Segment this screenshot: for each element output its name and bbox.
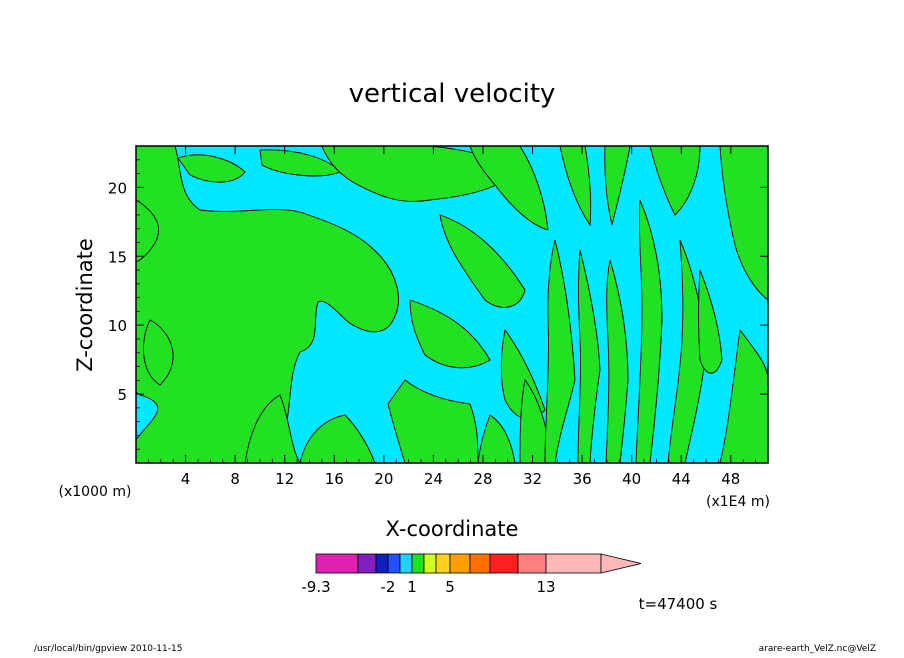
positive-region — [439, 214, 526, 308]
colorbar-tick-label: -2 — [381, 578, 396, 596]
positive-region — [719, 146, 768, 301]
positive-region — [698, 269, 723, 374]
x-tick-label: 44 — [672, 470, 691, 488]
colorbar-segment — [435, 553, 451, 574]
x-tick-label: 48 — [721, 470, 740, 488]
positive-region — [477, 414, 516, 463]
x-tick-label: 36 — [573, 470, 592, 488]
positive-region — [604, 146, 631, 226]
colorbar-tick-label: 5 — [445, 578, 455, 596]
positive-region — [649, 146, 701, 216]
colorbar: -9.3 -2 1 5 13 — [301, 553, 642, 596]
positive-region — [136, 199, 159, 263]
colorbar-tick-label: -9.3 — [301, 578, 330, 596]
positive-region — [559, 146, 592, 227]
colorbar-segment — [315, 553, 359, 574]
colorbar-segment — [517, 553, 547, 574]
x-tick-label: 4 — [181, 470, 191, 488]
x-unit-label: (x1E4 m) — [706, 494, 770, 510]
colorbar-segment — [489, 553, 519, 574]
colorbar-segment — [449, 553, 471, 574]
x-tick-label: 32 — [523, 470, 542, 488]
x-tick-label: 40 — [622, 470, 641, 488]
colorbar-segment — [469, 553, 491, 574]
footer-left: /usr/local/bin/gpview 2010-11-15 — [34, 644, 182, 654]
colorbar-arrow — [600, 553, 642, 574]
x-tick-label: 20 — [374, 470, 393, 488]
y-axis-label: Z-coordinate — [73, 238, 97, 372]
x-tick-label: 28 — [473, 470, 492, 488]
positive-region — [577, 249, 601, 463]
x-tick-label: 12 — [275, 470, 294, 488]
positive-region — [387, 379, 479, 463]
y-tick-label: 5 — [117, 386, 127, 404]
y-tick-label: 10 — [108, 317, 127, 335]
colorbar-segment — [375, 553, 389, 574]
x-tick-label: 8 — [230, 470, 240, 488]
positive-region — [143, 319, 174, 386]
positive-region — [605, 259, 629, 463]
positive-region — [244, 394, 301, 463]
positive-region — [299, 414, 376, 463]
colorbar-segment — [387, 553, 401, 574]
footer-right: arare-earth_VelZ.nc@VelZ — [759, 644, 876, 654]
y-tick-label: 15 — [108, 248, 127, 266]
colorbar-segment — [411, 553, 425, 574]
positive-region — [409, 299, 491, 369]
positive-region — [544, 239, 576, 463]
colorbar-segment — [357, 553, 377, 574]
y-tick-label: 20 — [108, 179, 127, 197]
positive-region — [519, 378, 553, 463]
x-axis-label: X-coordinate — [386, 517, 519, 541]
plot-frame — [135, 145, 769, 464]
positive-region — [469, 146, 549, 231]
positive-region — [177, 154, 246, 183]
time-label: t=47400 s — [639, 595, 718, 613]
colorbar-tick-label: 1 — [407, 578, 417, 596]
x-tick-label: 24 — [424, 470, 443, 488]
x-tick-label: 16 — [325, 470, 344, 488]
y-unit-label: (x1000 m) — [59, 484, 132, 500]
contour-field — [136, 146, 768, 463]
positive-region — [635, 199, 663, 463]
colorbar-segment — [399, 553, 413, 574]
colorbar-segment — [545, 553, 602, 574]
colorbar-tick-label: 13 — [536, 578, 555, 596]
colorbar-segment — [423, 553, 437, 574]
chart-title: vertical velocity — [349, 79, 556, 109]
